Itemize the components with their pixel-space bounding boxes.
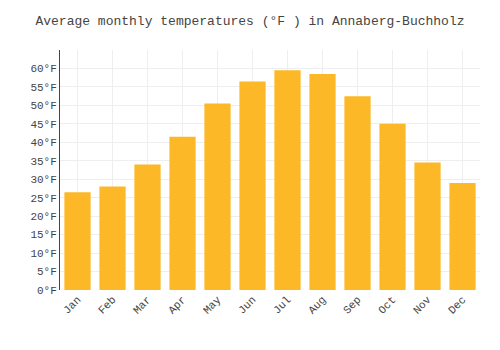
svg-text:0°F: 0°F [37,285,57,297]
svg-text:Jun: Jun [236,294,258,316]
svg-text:50°F: 50°F [30,100,56,112]
svg-text:30°F: 30°F [30,174,56,186]
svg-text:55°F: 55°F [30,82,56,94]
svg-text:Oct: Oct [376,294,398,316]
svg-text:Aug: Aug [306,294,328,316]
svg-text:Jan: Jan [61,294,83,316]
svg-text:Nov: Nov [411,294,434,317]
svg-text:5°F: 5°F [37,266,57,278]
svg-text:40°F: 40°F [30,137,56,149]
svg-text:60°F: 60°F [30,63,56,75]
svg-text:45°F: 45°F [30,119,56,131]
svg-text:10°F: 10°F [30,248,56,260]
svg-text:35°F: 35°F [30,156,56,168]
svg-text:Dec: Dec [446,294,468,316]
svg-text:Sep: Sep [341,294,363,316]
svg-text:Jul: Jul [271,294,293,316]
svg-text:25°F: 25°F [30,193,56,205]
svg-text:May: May [201,294,224,317]
svg-text:15°F: 15°F [30,229,56,241]
svg-text:Apr: Apr [166,294,188,316]
svg-text:Mar: Mar [131,294,153,316]
svg-text:20°F: 20°F [30,211,56,223]
svg-text:Average monthly temperatures (: Average monthly temperatures (°F ) in An… [35,14,464,29]
svg-text:Feb: Feb [96,294,118,316]
